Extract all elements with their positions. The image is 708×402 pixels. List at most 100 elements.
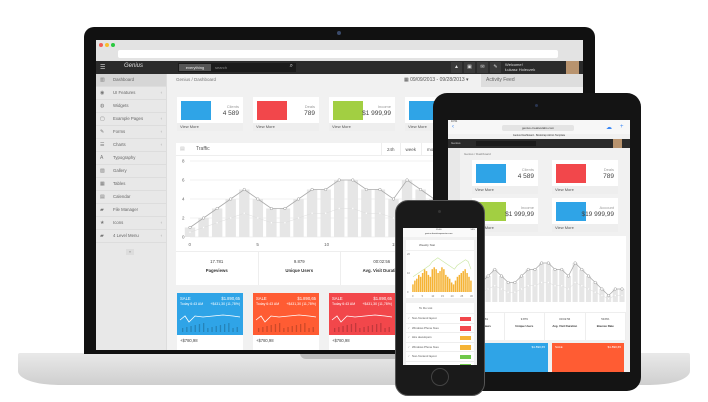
search-scope-select[interactable]: everything: [179, 64, 211, 71]
view-more-link[interactable]: View More: [253, 123, 319, 131]
todo-badge: [460, 335, 471, 340]
traffic-point: [520, 274, 524, 278]
breadcrumb-home[interactable]: Genius: [176, 77, 191, 82]
sale-bar: [338, 327, 340, 332]
tab-24h[interactable]: 24h: [381, 143, 400, 156]
todo-item[interactable]: ✓Hire developers: [406, 361, 474, 366]
check-icon[interactable]: ✓: [407, 335, 410, 339]
traffic-point-secondary: [311, 212, 313, 214]
tab-week[interactable]: week: [399, 143, 422, 156]
summary-value: 17.781: [210, 258, 224, 264]
y-tick-label: 20: [407, 252, 410, 256]
sidebar-item-gallery[interactable]: ▨ Gallery: [96, 165, 166, 178]
tasks-icon[interactable]: ▣: [464, 62, 475, 73]
sale-bar: [312, 327, 314, 332]
weekly-bar: [421, 273, 424, 292]
sale-bar: [279, 323, 281, 332]
sale-bar: [283, 328, 285, 332]
view-more-link[interactable]: View More: [177, 123, 243, 131]
phone-address-bar[interactable]: genius.bootstrapmaster.com: [425, 233, 453, 235]
sidebar-item-forms[interactable]: ✎ Forms ‹: [96, 126, 166, 139]
breadcrumb-home[interactable]: Genius: [464, 152, 474, 156]
sale-amount: $1.890,65: [531, 345, 545, 349]
date-range-picker[interactable]: ▦ 09/09/2013 - 09/28/2013 ▾: [404, 77, 469, 83]
sidebar-item-example-pages[interactable]: ▢ Example Pages ‹: [96, 113, 166, 126]
sale-bar: [308, 328, 310, 332]
menu-toggle-icon[interactable]: ☰: [100, 65, 106, 71]
sidebar-item-charts[interactable]: ☰ Charts ‹: [96, 139, 166, 152]
traffic-point: [324, 187, 328, 192]
view-more-link[interactable]: View More: [329, 123, 395, 131]
tablet-address-bar[interactable]: genius.creativelabs.com: [502, 125, 574, 131]
check-icon[interactable]: ✓: [408, 362, 410, 366]
sale-sparkline: [179, 314, 241, 332]
sidebar-item-4-level-menu[interactable]: ▰ 4 Level Menu ‹: [96, 230, 166, 243]
todo-item[interactable]: ✓ Non-frontend layout: [406, 352, 474, 362]
weekly-bar: [470, 280, 472, 292]
traffic-point: [310, 187, 314, 192]
sidebar-item-icons[interactable]: ★ Icons ‹: [96, 217, 166, 230]
search-bar[interactable]: everything search ⌕: [178, 63, 296, 72]
search-icon[interactable]: ⌕: [289, 63, 293, 69]
sidebar-item-typography[interactable]: A Typography: [96, 152, 166, 165]
check-icon[interactable]: ✓: [407, 316, 410, 320]
todo-item[interactable]: ✓Hire developers: [406, 333, 474, 343]
traffic-point: [573, 261, 577, 265]
user-notification-icon[interactable]: ▲: [451, 62, 462, 73]
todo-header: To Do List: [406, 303, 474, 313]
view-more-link[interactable]: View More: [552, 186, 618, 194]
x-tick-label: 15: [392, 242, 398, 247]
check-icon[interactable]: ✓: [407, 344, 410, 349]
todo-badge: [460, 326, 471, 331]
todo-item[interactable]: ✓ Windows Phone fixes: [406, 323, 474, 333]
view-more-label: View More: [180, 124, 199, 129]
sidebar-item-label: Calendar: [113, 194, 131, 199]
sale-card: $1.890,65: [476, 343, 548, 372]
sidebar-collapse-button[interactable]: «: [126, 249, 134, 255]
breadcrumb-current: Dashboard: [476, 152, 491, 156]
traffic-point: [553, 267, 557, 272]
picture-icon: ▨: [100, 168, 105, 174]
check-icon[interactable]: ✓: [407, 325, 410, 330]
todo-item[interactable]: ✓ Non-frontend layout: [406, 314, 474, 324]
stat-graphic: [333, 101, 363, 120]
traffic-point: [593, 280, 597, 285]
search-bar[interactable]: [476, 141, 536, 146]
new-tab-icon[interactable]: +: [620, 124, 624, 130]
sale-bar: [300, 324, 302, 332]
sidebar-item-label: Gallery: [113, 168, 127, 173]
mail-icon[interactable]: ✉: [477, 62, 488, 73]
traffic-line-secondary: [467, 282, 622, 300]
maximize-window-button[interactable]: [111, 43, 115, 47]
sidebar-item-file-manager[interactable]: ▰ File Manager: [96, 204, 166, 217]
sidebar-item-tables[interactable]: ▦ Tables: [96, 178, 166, 191]
back-icon[interactable]: ‹: [452, 124, 454, 130]
traffic-point-secondary: [257, 217, 259, 219]
traffic-point-secondary: [587, 288, 590, 290]
user-menu[interactable]: Welcome! Łukasz Holeczek: [505, 62, 535, 72]
close-window-button[interactable]: [99, 43, 103, 47]
todo-item[interactable]: ✓ Windows Phone fixes: [406, 342, 474, 352]
avatar[interactable]: [566, 61, 579, 74]
sidebar-item-calendar[interactable]: ▤ Calendar: [96, 191, 166, 204]
minimize-window-button[interactable]: [105, 43, 109, 47]
icloud-tabs-icon[interactable]: ☁: [606, 125, 612, 131]
sale-bar: [363, 327, 365, 332]
sidebar-item-dashboard[interactable]: ▥ Dashboard: [96, 74, 166, 87]
traffic-point: [513, 280, 517, 285]
sidebar-item-widgets[interactable]: ◍ Widgets: [96, 100, 166, 113]
settings-icon[interactable]: ✎: [490, 62, 501, 73]
view-more-link[interactable]: View More: [552, 224, 618, 232]
sidebar-item-ui-features[interactable]: ◉ UI Features ‹: [96, 87, 166, 100]
avatar[interactable]: [613, 139, 622, 148]
sale-time: Today 6:43 AM: [256, 302, 280, 306]
view-more-link[interactable]: View More: [472, 186, 538, 194]
todo-title: To Do List: [419, 306, 433, 310]
x-tick-label: 10: [324, 242, 330, 247]
sidebar-item-label: File Manager: [113, 207, 139, 212]
traffic-point: [533, 267, 537, 272]
home-button[interactable]: [431, 368, 449, 386]
address-bar[interactable]: [118, 50, 558, 58]
search-input[interactable]: search: [215, 65, 228, 70]
check-icon[interactable]: ✓: [407, 354, 410, 358]
